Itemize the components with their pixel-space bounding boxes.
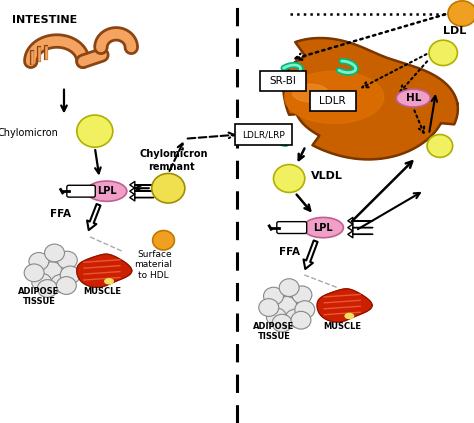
Polygon shape: [317, 289, 372, 322]
Text: ADIPOSE: ADIPOSE: [253, 322, 295, 331]
Circle shape: [279, 279, 299, 297]
Circle shape: [427, 135, 453, 157]
Ellipse shape: [86, 181, 127, 201]
Circle shape: [37, 280, 57, 297]
FancyBboxPatch shape: [260, 71, 306, 91]
Circle shape: [152, 173, 185, 203]
Circle shape: [32, 273, 52, 291]
Text: to HDL: to HDL: [138, 271, 169, 280]
Circle shape: [77, 115, 113, 147]
Text: LDLR/LRP: LDLR/LRP: [242, 130, 285, 139]
Circle shape: [42, 262, 62, 280]
Circle shape: [448, 1, 474, 26]
Circle shape: [29, 253, 49, 270]
Text: SR-BI: SR-BI: [270, 76, 296, 86]
Ellipse shape: [303, 217, 343, 238]
Text: FFA: FFA: [50, 209, 71, 219]
Text: LDL: LDL: [443, 26, 466, 36]
Text: Surface: Surface: [137, 250, 172, 259]
Text: ADIPOSE: ADIPOSE: [18, 286, 60, 296]
Circle shape: [57, 251, 77, 269]
Polygon shape: [283, 38, 458, 159]
Circle shape: [153, 231, 174, 250]
Circle shape: [24, 264, 44, 282]
Text: LPL: LPL: [313, 222, 333, 233]
Text: MUSCLE: MUSCLE: [83, 286, 121, 296]
Circle shape: [292, 286, 312, 304]
Circle shape: [295, 301, 315, 319]
Circle shape: [51, 275, 71, 292]
Text: TISSUE: TISSUE: [22, 297, 55, 306]
Circle shape: [266, 308, 286, 326]
Text: Chylomicron: Chylomicron: [140, 149, 209, 159]
Text: LDLR: LDLR: [319, 96, 346, 106]
FancyBboxPatch shape: [67, 185, 95, 197]
Ellipse shape: [396, 89, 430, 107]
Ellipse shape: [345, 313, 354, 319]
Circle shape: [264, 287, 283, 305]
Text: TISSUE: TISSUE: [257, 332, 291, 341]
Text: HL: HL: [406, 93, 421, 103]
Ellipse shape: [105, 279, 113, 284]
Circle shape: [429, 40, 457, 66]
Circle shape: [285, 309, 305, 327]
FancyBboxPatch shape: [277, 222, 307, 233]
FancyBboxPatch shape: [310, 91, 356, 111]
FancyBboxPatch shape: [235, 124, 292, 145]
Circle shape: [277, 297, 297, 314]
Polygon shape: [77, 254, 132, 287]
Text: VLDL: VLDL: [310, 170, 342, 181]
Text: LPL: LPL: [97, 186, 117, 196]
Text: FFA: FFA: [279, 247, 300, 257]
Text: remnant: remnant: [148, 162, 194, 172]
Polygon shape: [285, 71, 383, 124]
Circle shape: [291, 311, 311, 329]
Circle shape: [272, 314, 292, 332]
Circle shape: [56, 277, 76, 294]
Text: Chylomicron: Chylomicron: [0, 128, 58, 138]
Text: MUSCLE: MUSCLE: [323, 322, 361, 331]
Circle shape: [273, 165, 305, 192]
Circle shape: [259, 299, 279, 316]
Circle shape: [45, 244, 64, 262]
Text: INTESTINE: INTESTINE: [12, 15, 77, 25]
Text: material: material: [134, 260, 172, 269]
Circle shape: [60, 266, 80, 284]
Polygon shape: [292, 84, 328, 102]
